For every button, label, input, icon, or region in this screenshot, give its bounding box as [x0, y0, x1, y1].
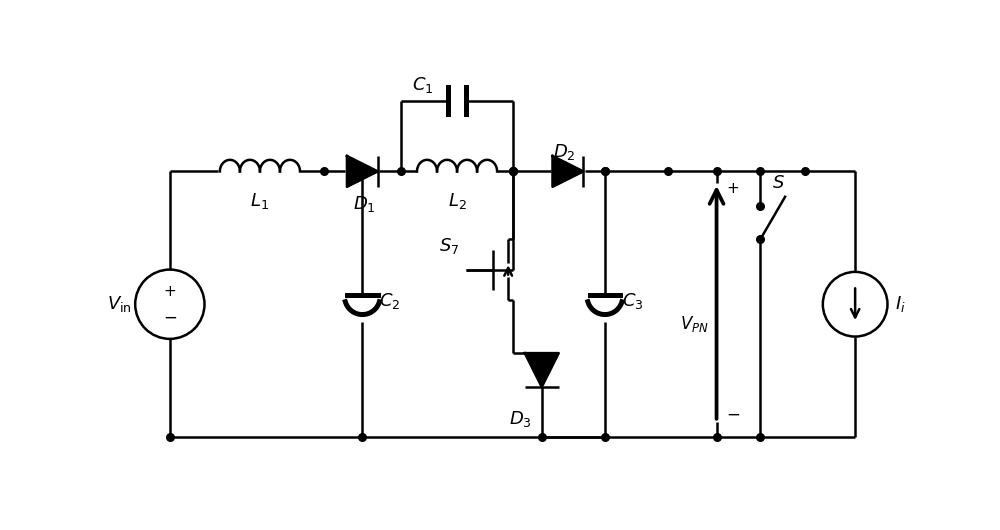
Text: −: − — [163, 309, 177, 327]
Text: $I_i$: $I_i$ — [895, 294, 906, 314]
Text: $C_2$: $C_2$ — [379, 291, 401, 311]
Text: $L_2$: $L_2$ — [448, 191, 466, 210]
Text: $V_{\rm in}$: $V_{\rm in}$ — [107, 294, 131, 314]
Text: −: − — [727, 405, 740, 423]
Text: $S_7$: $S_7$ — [439, 236, 460, 256]
Polygon shape — [525, 353, 559, 387]
Text: $C_1$: $C_1$ — [412, 75, 433, 95]
Text: $D_2$: $D_2$ — [553, 142, 575, 162]
Text: $C_3$: $C_3$ — [622, 291, 643, 311]
Text: $D_1$: $D_1$ — [353, 195, 375, 215]
Text: $S$: $S$ — [772, 174, 785, 192]
Polygon shape — [553, 156, 583, 187]
Text: +: + — [163, 285, 176, 299]
Text: $D_3$: $D_3$ — [509, 409, 532, 429]
Text: $V_{PN}$: $V_{PN}$ — [680, 314, 709, 334]
Text: +: + — [727, 181, 739, 197]
Text: $L_1$: $L_1$ — [250, 191, 269, 210]
Polygon shape — [347, 156, 378, 187]
